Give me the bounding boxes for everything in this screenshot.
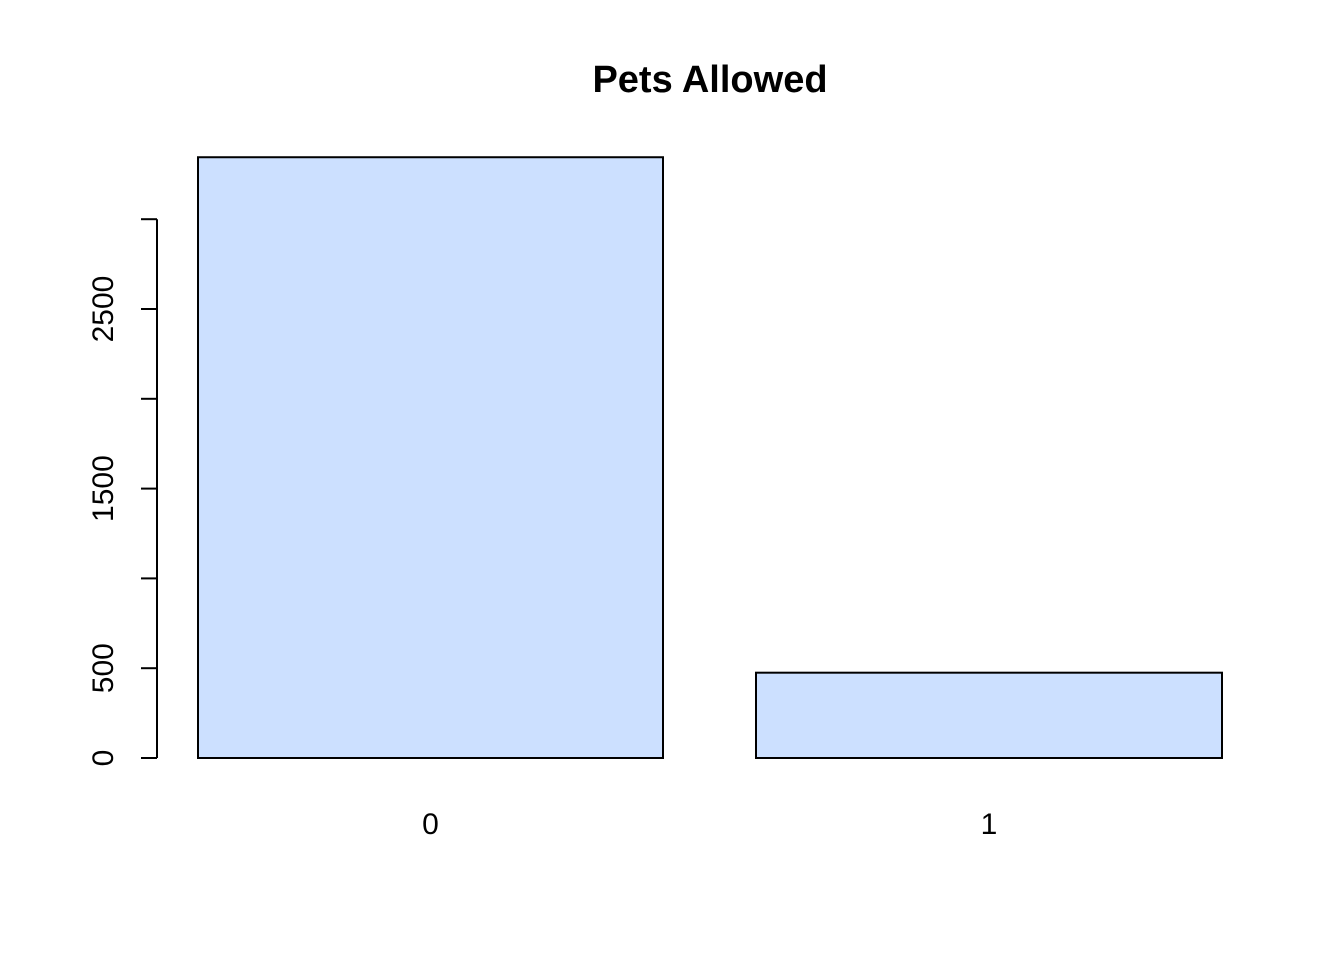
y-tick-label: 0 (87, 750, 120, 767)
y-tick-label: 2500 (87, 276, 120, 343)
chart-title: Pets Allowed (592, 59, 827, 101)
bar-0 (197, 156, 664, 760)
y-axis: 0 500 1500 2500 (87, 218, 158, 767)
bars-group (197, 156, 1223, 760)
bar-1 (755, 671, 1223, 759)
x-tick-label: 0 (422, 808, 439, 841)
y-tick-label: 500 (87, 643, 120, 693)
x-tick-label: 1 (981, 808, 998, 841)
y-tick-label: 1500 (87, 455, 120, 522)
